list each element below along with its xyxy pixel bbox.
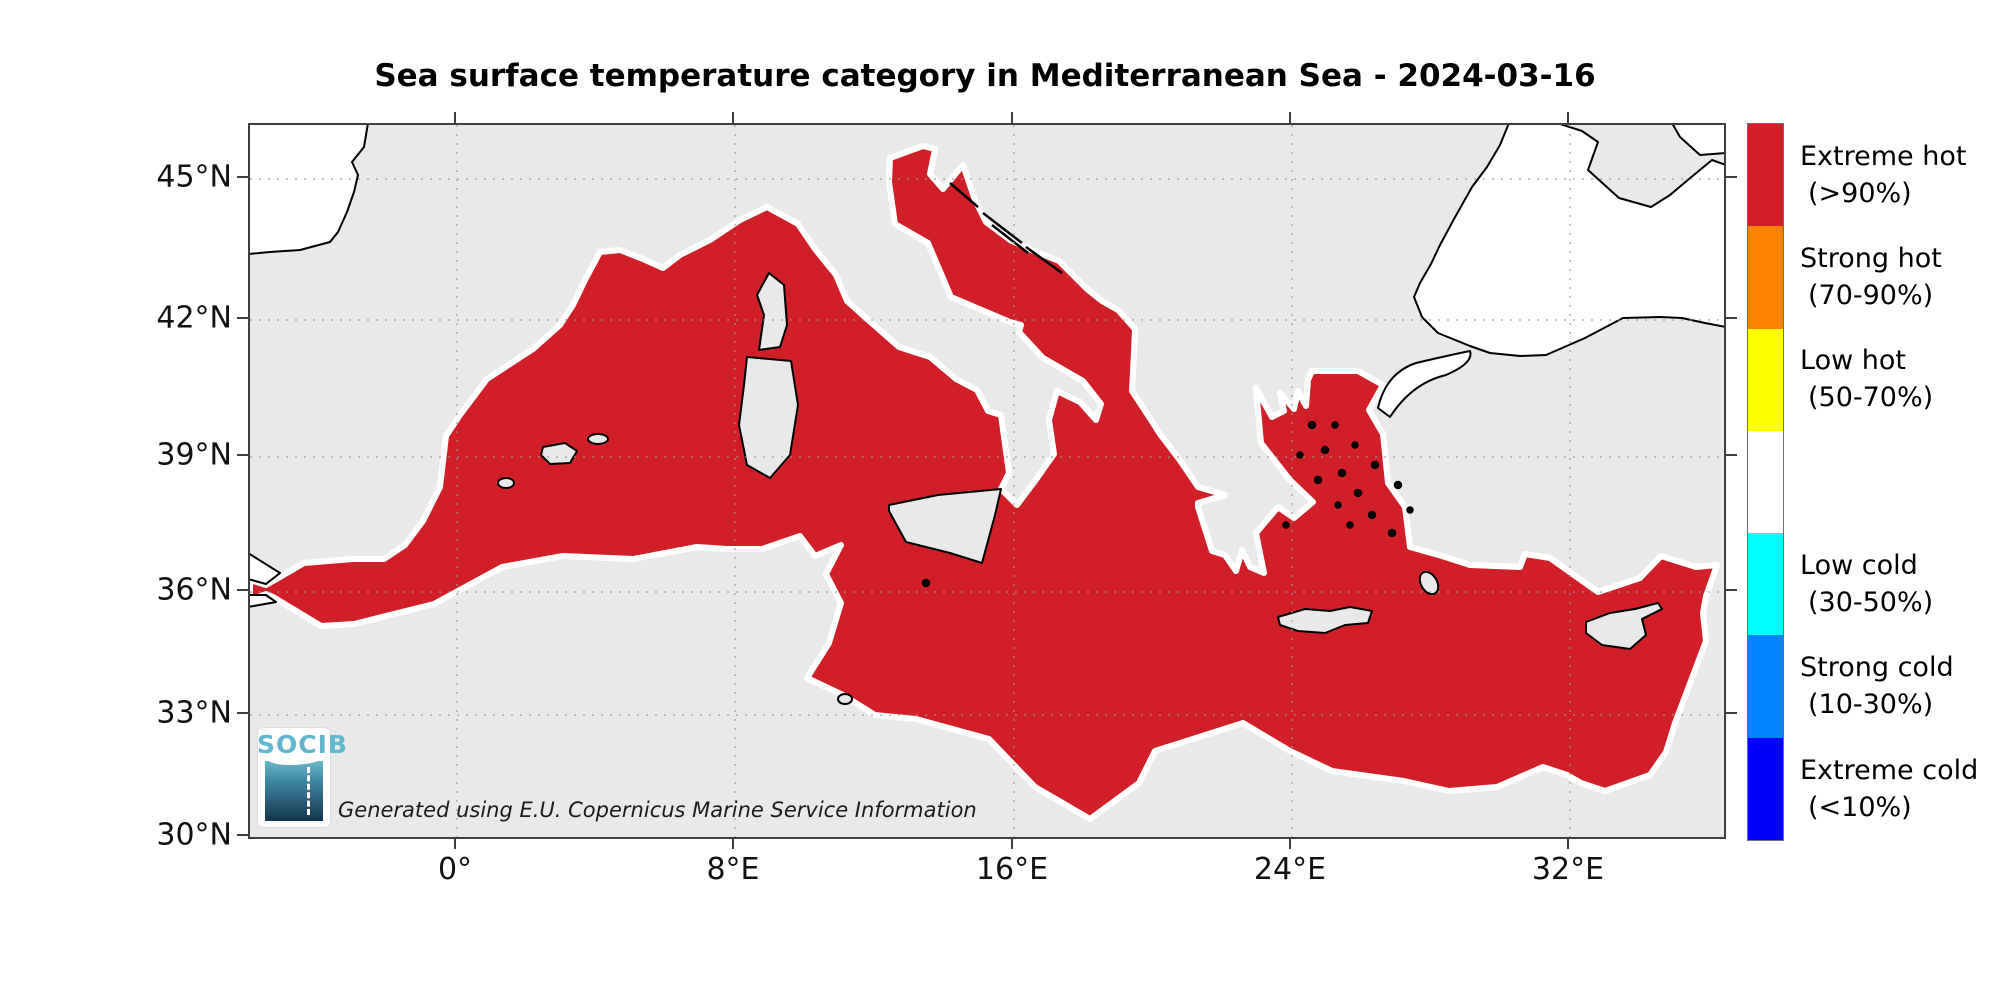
island-mallorca [540, 442, 578, 465]
legend-range: (50-70%) [1808, 382, 1934, 413]
lat-label: 30°N [156, 817, 232, 853]
colorbar-segment [1748, 430, 1783, 534]
island-rhodes [1418, 570, 1440, 596]
lat-label: 36°N [156, 572, 232, 608]
lon-tick-mark [1011, 838, 1013, 849]
lat-tick-mark-right [1726, 317, 1737, 319]
island-menorca [587, 433, 609, 445]
colorbar-segment [1748, 226, 1783, 329]
island-malta [921, 578, 931, 588]
legend-range: (<10%) [1808, 792, 1912, 823]
page-title: Sea surface temperature category in Medi… [374, 58, 1596, 94]
lon-tick-mark-top [1567, 112, 1569, 123]
legend-label: Extreme cold [1800, 755, 1979, 786]
lat-tick-mark-right [1726, 176, 1737, 178]
legend-label: Low hot [1800, 345, 1906, 376]
sea-of-marmara [1377, 350, 1472, 418]
lat-tick-mark [237, 589, 248, 591]
lat-tick-mark [237, 317, 248, 319]
colorbar-segment [1748, 737, 1783, 840]
island-sicily [888, 488, 1002, 564]
lon-tick-mark-top [1289, 112, 1291, 123]
lon-tick-mark [1567, 838, 1569, 849]
sea-bay-of-biscay [250, 125, 369, 255]
lon-label: 24°E [1253, 852, 1327, 887]
lat-label: 45°N [156, 159, 232, 195]
island-djerba [837, 693, 853, 705]
map-svg [250, 125, 1724, 837]
legend-range: (10-30%) [1808, 689, 1934, 720]
sea-atlantic-strait-north [250, 553, 281, 585]
lat-tick-mark [237, 712, 248, 714]
lon-tick-mark [732, 838, 734, 849]
legend-range: (>90%) [1808, 178, 1912, 209]
legend-label: Low cold [1800, 550, 1918, 581]
sea-black-sea [1413, 125, 1724, 357]
legend-range: (30-50%) [1808, 587, 1934, 618]
lon-tick-mark-top [732, 112, 734, 123]
legend-item-low-cold: Low cold (30-50%) [1800, 547, 2000, 621]
lat-tick-mark [237, 176, 248, 178]
island-cyprus [1585, 602, 1663, 650]
colorbar-segment [1748, 124, 1783, 227]
lon-label: 32°E [1531, 852, 1605, 887]
lat-label: 33°N [156, 695, 232, 731]
mooring-line-icon [307, 767, 310, 815]
legend-item-strong-hot: Strong hot (70-90%) [1800, 240, 2000, 314]
colorbar-segment [1748, 533, 1783, 636]
legend-label: Strong cold [1800, 652, 1954, 683]
lon-label: 8°E [706, 852, 760, 887]
lon-tick-mark [1289, 838, 1291, 849]
legend-item-strong-cold: Strong cold (10-30%) [1800, 649, 2000, 723]
lat-tick-mark-right [1726, 454, 1737, 456]
sea-atlantic-strait-south [250, 594, 277, 608]
socib-logo: SOCIB [257, 727, 348, 828]
mediterranean-map [248, 123, 1726, 839]
colorbar-segment [1748, 328, 1783, 431]
graticule [250, 125, 1724, 837]
legend-label: Strong hot [1800, 243, 1942, 274]
lat-tick-mark [237, 834, 248, 836]
island-corsica [756, 272, 788, 351]
legend-item-extreme-hot: Extreme hot (>90%) [1800, 138, 2000, 212]
category-colorbar [1747, 123, 1784, 841]
legend-item-low-hot: Low hot (50-70%) [1800, 342, 2000, 416]
lat-tick-mark-right [1726, 589, 1737, 591]
lon-label: 0° [437, 852, 473, 887]
sea-of-azov [1671, 125, 1724, 156]
island-sardinia [738, 356, 799, 479]
legend-label: Extreme hot [1800, 141, 1967, 172]
legend-range: (70-90%) [1808, 280, 1934, 311]
lat-label: 42°N [156, 300, 232, 336]
lat-tick-mark-right [1726, 712, 1737, 714]
lon-tick-mark-top [454, 112, 456, 123]
island-ibiza [497, 477, 515, 489]
lat-label: 39°N [156, 437, 232, 473]
small-island-marks [921, 182, 1414, 588]
lon-tick-mark [454, 838, 456, 849]
attribution-text: Generated using E.U. Copernicus Marine S… [338, 798, 977, 822]
socib-logo-text: SOCIB [257, 730, 348, 759]
lon-tick-mark-top [1011, 112, 1013, 123]
lon-label: 16°E [975, 852, 1049, 887]
islands [497, 272, 1663, 705]
socib-logo-graphic [265, 757, 323, 821]
colorbar-segment [1748, 635, 1783, 738]
wave-icon [265, 757, 323, 765]
lat-tick-mark [237, 454, 248, 456]
legend-item-extreme-cold: Extreme cold (<10%) [1800, 752, 2000, 826]
no-data-seas [250, 125, 1724, 608]
